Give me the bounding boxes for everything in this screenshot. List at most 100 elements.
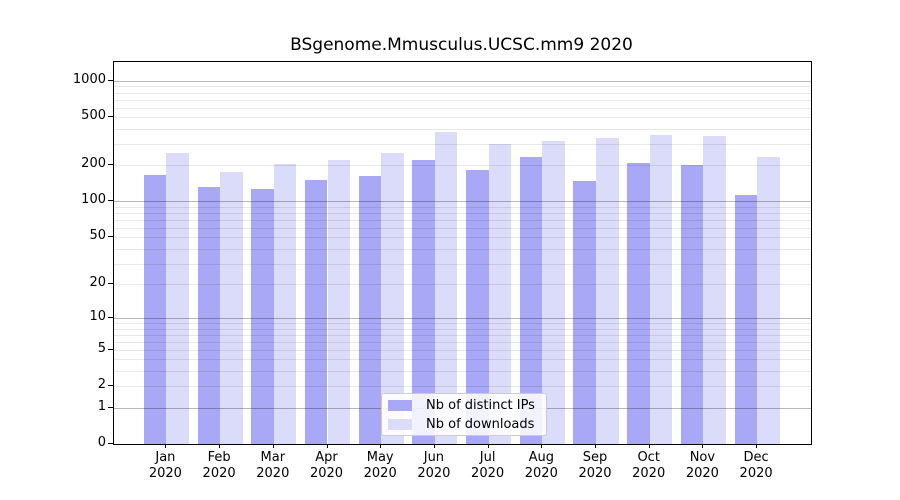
gridline-3 xyxy=(114,371,811,373)
y-tick-label-500: 500 xyxy=(81,108,106,124)
gridline-50 xyxy=(114,237,811,239)
x-tick-mark-jan xyxy=(165,444,167,448)
gridline-40 xyxy=(114,248,811,250)
gridline-30 xyxy=(114,263,811,265)
gridline-1000 xyxy=(114,80,811,82)
legend-swatch-downloads xyxy=(388,418,412,430)
y-tick-label-1000: 1000 xyxy=(72,71,106,87)
bar-ips-nov xyxy=(680,165,704,444)
gridline-70 xyxy=(114,219,811,221)
x-tick-mark-dec xyxy=(756,444,758,448)
y-tick-mark-0 xyxy=(108,443,113,444)
y-tick-mark-200 xyxy=(108,164,113,166)
bar-downloads-aug xyxy=(542,141,565,444)
gridline-20 xyxy=(114,283,811,285)
x-tick-mark-mar xyxy=(272,444,274,448)
y-tick-label-200: 200 xyxy=(81,156,106,172)
x-tick-label-dec: Dec 2020 xyxy=(739,450,773,481)
x-tick-mark-jul xyxy=(487,444,489,448)
y-tick-label-2: 2 xyxy=(97,377,106,393)
x-tick-label-aug: Aug 2020 xyxy=(524,450,558,481)
x-tick-label-apr: Apr 2020 xyxy=(309,450,344,481)
x-tick-label-may: May 2020 xyxy=(363,450,397,481)
y-tick-mark-10 xyxy=(108,316,113,318)
x-tick-label-nov: Nov 2020 xyxy=(685,450,719,481)
y-tick-mark-2 xyxy=(108,385,113,387)
legend-label-distinct-ips: Nb of distinct IPs xyxy=(426,397,535,413)
gridline-80 xyxy=(114,213,811,214)
x-tick-label-sep: Sep 2020 xyxy=(578,450,612,481)
y-tick-mark-20 xyxy=(108,282,113,284)
bar-downloads-oct xyxy=(649,135,673,444)
gridline-600 xyxy=(114,107,811,109)
gridline-700 xyxy=(114,99,811,101)
legend: Nb of distinct IPs Nb of downloads xyxy=(381,393,547,436)
y-tick-label-10: 10 xyxy=(89,308,106,324)
y-tick-mark-5 xyxy=(108,348,113,350)
x-tick-mark-feb xyxy=(219,444,221,448)
gridline-6 xyxy=(114,341,811,343)
bar-downloads-dec xyxy=(757,157,780,444)
x-tick-mark-apr xyxy=(326,444,328,448)
bar-ips-mar xyxy=(251,189,274,444)
chart-title: BSgenome.Mmusculus.UCSC.mm9 2020 xyxy=(290,35,633,55)
x-tick-mark-nov xyxy=(702,444,704,448)
bar-downloads-feb xyxy=(220,171,243,444)
y-tick-label-20: 20 xyxy=(89,274,106,290)
gridline-900 xyxy=(114,86,811,88)
gridline-500 xyxy=(114,117,811,119)
gridline-400 xyxy=(114,128,811,130)
x-tick-label-jun: Jun 2020 xyxy=(417,450,451,481)
bar-downloads-nov xyxy=(703,136,726,444)
x-tick-mark-aug xyxy=(541,444,543,448)
gridline-4 xyxy=(114,359,811,361)
legend-swatch-distinct-ips xyxy=(388,399,412,411)
bar-downloads-sep xyxy=(596,137,619,444)
bar-ips-apr xyxy=(304,180,328,444)
bar-ips-jul xyxy=(466,170,489,444)
bar-downloads-apr xyxy=(327,160,351,444)
gridline-7 xyxy=(114,334,811,336)
bar-downloads-mar xyxy=(273,164,297,444)
bar-ips-sep xyxy=(573,180,596,444)
x-tick-label-feb: Feb 2020 xyxy=(202,450,236,481)
x-tick-mark-oct xyxy=(648,444,650,448)
y-tick-label-5: 5 xyxy=(97,340,106,356)
gridline-100 xyxy=(114,201,811,203)
gridline-8 xyxy=(114,328,811,330)
bar-ips-aug xyxy=(519,156,543,444)
y-tick-mark-50 xyxy=(108,236,113,238)
x-tick-mark-may xyxy=(380,444,382,448)
legend-item-distinct-ips: Nb of distinct IPs xyxy=(382,396,546,415)
gridline-10 xyxy=(114,317,811,319)
x-tick-mark-sep xyxy=(595,444,596,448)
y-tick-label-1: 1 xyxy=(97,398,106,414)
bar-ips-oct xyxy=(627,162,650,444)
plot-area: Nb of distinct IPs Nb of downloads xyxy=(113,61,812,445)
bar-ips-feb xyxy=(197,186,221,444)
y-tick-label-0: 0 xyxy=(97,435,106,450)
gridline-60 xyxy=(114,227,811,229)
y-tick-mark-1000 xyxy=(108,79,113,81)
y-tick-mark-100 xyxy=(108,200,113,202)
x-tick-mark-jun xyxy=(433,444,435,448)
x-tick-label-jul: Jul 2020 xyxy=(471,450,505,481)
bar-downloads-jul xyxy=(488,144,512,444)
bar-ips-dec xyxy=(734,194,758,444)
bar-ips-jan xyxy=(143,175,167,444)
gridline-300 xyxy=(114,144,811,145)
y-tick-mark-1 xyxy=(108,406,113,408)
y-tick-mark-500 xyxy=(108,116,113,118)
bar-ips-jun xyxy=(412,159,435,444)
gridline-5 xyxy=(114,349,811,351)
y-tick-label-50: 50 xyxy=(89,228,106,244)
gridline-2 xyxy=(114,386,811,388)
bar-downloads-may xyxy=(381,152,404,444)
gridline-800 xyxy=(114,92,811,94)
bar-downloads-jan xyxy=(166,152,189,444)
legend-item-downloads: Nb of downloads xyxy=(382,415,546,434)
legend-label-downloads: Nb of downloads xyxy=(426,416,535,432)
gridline-90 xyxy=(114,206,811,208)
gridline-9 xyxy=(114,322,811,324)
